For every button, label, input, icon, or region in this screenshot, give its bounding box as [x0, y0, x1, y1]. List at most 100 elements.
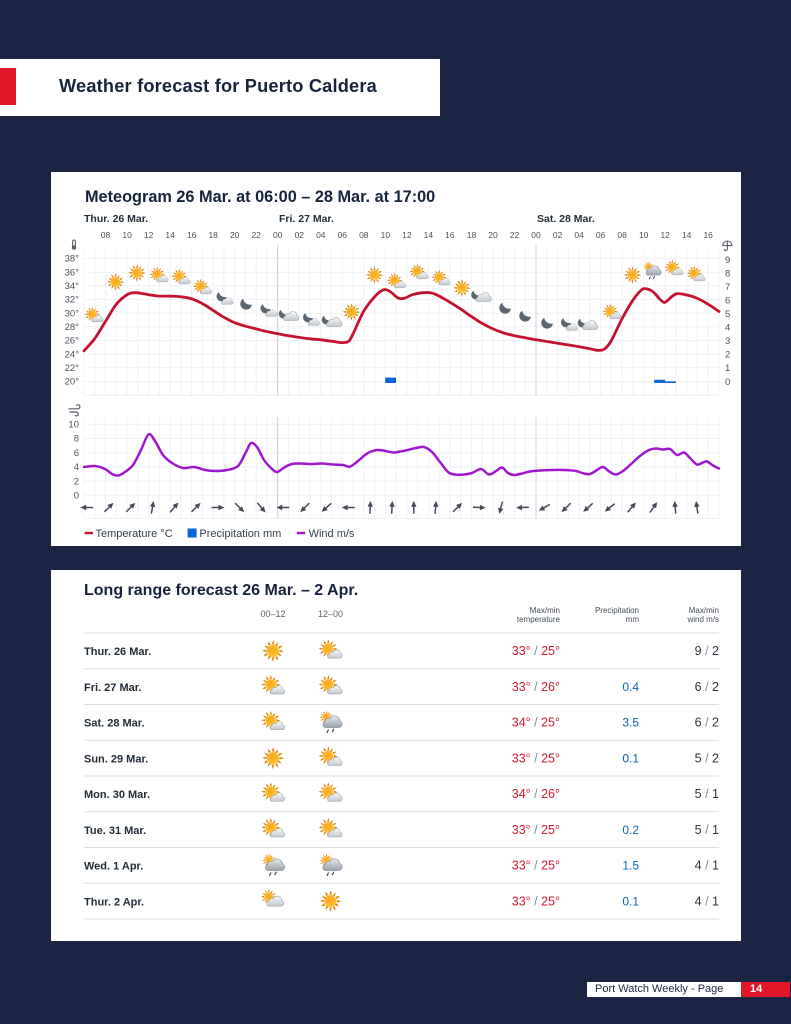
svg-text:6: 6 — [74, 448, 79, 459]
svg-text:Meteogram 26 Mar. at 06:00 – 2: Meteogram 26 Mar. at 06:00 – 28 Mar. at … — [85, 188, 435, 206]
svg-text:20°: 20° — [65, 377, 80, 388]
svg-text:20: 20 — [488, 230, 498, 240]
svg-text:33° / 25°: 33° / 25° — [512, 894, 560, 908]
svg-text:9 / 2: 9 / 2 — [695, 644, 719, 658]
svg-text:16: 16 — [703, 230, 713, 240]
svg-text:5: 5 — [725, 309, 730, 320]
svg-text:Thur. 2 Apr.: Thur. 2 Apr. — [84, 896, 144, 908]
svg-text:8: 8 — [74, 434, 79, 445]
svg-text:2: 2 — [74, 476, 79, 487]
svg-text:Sat. 28 Mar.: Sat. 28 Mar. — [84, 718, 145, 730]
svg-text:10: 10 — [639, 230, 649, 240]
svg-text:06: 06 — [596, 230, 606, 240]
svg-text:5 / 2: 5 / 2 — [695, 751, 719, 765]
svg-text:2: 2 — [725, 350, 730, 361]
svg-text:0.4: 0.4 — [622, 680, 639, 694]
svg-text:33° / 25°: 33° / 25° — [512, 644, 560, 658]
svg-text:0: 0 — [725, 377, 730, 388]
svg-text:Sat. 28 Mar.: Sat. 28 Mar. — [537, 213, 595, 225]
svg-text:1.5: 1.5 — [622, 859, 639, 873]
svg-text:0.1: 0.1 — [622, 894, 639, 908]
svg-text:08: 08 — [101, 230, 111, 240]
svg-text:22: 22 — [510, 230, 520, 240]
svg-text:12: 12 — [660, 230, 670, 240]
svg-text:18: 18 — [208, 230, 218, 240]
svg-text:6: 6 — [725, 295, 730, 306]
svg-text:4: 4 — [725, 323, 730, 334]
svg-text:3: 3 — [725, 336, 730, 347]
svg-text:4: 4 — [74, 462, 79, 473]
svg-text:08: 08 — [617, 230, 627, 240]
svg-text:1: 1 — [725, 363, 730, 374]
svg-text:4 / 1: 4 / 1 — [695, 894, 719, 908]
svg-text:22: 22 — [251, 230, 261, 240]
svg-text:Mon. 30 Mar.: Mon. 30 Mar. — [84, 789, 150, 801]
svg-text:12–00: 12–00 — [318, 609, 343, 619]
svg-text:5 / 1: 5 / 1 — [695, 787, 719, 801]
svg-text:00: 00 — [531, 230, 541, 240]
svg-text:20: 20 — [230, 230, 240, 240]
svg-text:Thur. 26 Mar.: Thur. 26 Mar. — [84, 213, 148, 225]
svg-text:0: 0 — [74, 491, 79, 502]
svg-text:33° / 25°: 33° / 25° — [512, 859, 560, 873]
svg-text:Long range forecast 26 Mar. –: Long range forecast 26 Mar. – 2 Apr. — [84, 582, 358, 599]
svg-text:16: 16 — [187, 230, 197, 240]
svg-text:6 / 2: 6 / 2 — [695, 716, 719, 730]
svg-text:32°: 32° — [65, 295, 80, 306]
svg-text:0.1: 0.1 — [622, 751, 639, 765]
svg-text:10: 10 — [381, 230, 391, 240]
svg-text:mm: mm — [626, 615, 640, 624]
svg-text:14: 14 — [424, 230, 434, 240]
svg-text:4 / 1: 4 / 1 — [695, 859, 719, 873]
svg-text:Wind m/s: Wind m/s — [309, 528, 355, 540]
svg-text:3.5: 3.5 — [622, 716, 639, 730]
svg-text:24°: 24° — [65, 349, 80, 360]
svg-text:14: 14 — [682, 230, 692, 240]
svg-text:04: 04 — [316, 230, 326, 240]
svg-text:Precipitation mm: Precipitation mm — [199, 528, 281, 540]
svg-text:Tue. 31 Mar.: Tue. 31 Mar. — [84, 825, 146, 837]
svg-text:36°: 36° — [65, 267, 80, 278]
svg-text:08: 08 — [359, 230, 369, 240]
svg-text:12: 12 — [402, 230, 412, 240]
svg-text:12: 12 — [144, 230, 154, 240]
svg-text:14: 14 — [165, 230, 175, 240]
svg-text:30°: 30° — [65, 308, 80, 319]
svg-text:22°: 22° — [65, 363, 80, 374]
svg-text:0.2: 0.2 — [622, 823, 639, 837]
svg-text:16: 16 — [445, 230, 455, 240]
svg-text:Fri. 27 Mar.: Fri. 27 Mar. — [279, 213, 334, 225]
svg-text:33° / 25°: 33° / 25° — [512, 823, 560, 837]
svg-text:18: 18 — [467, 230, 477, 240]
svg-text:02: 02 — [295, 230, 305, 240]
svg-text:10: 10 — [122, 230, 132, 240]
svg-text:5 / 1: 5 / 1 — [695, 823, 719, 837]
svg-text:Max/min: Max/min — [689, 606, 719, 615]
svg-text:Sun. 29 Mar.: Sun. 29 Mar. — [84, 753, 148, 765]
svg-text:Wed. 1 Apr.: Wed. 1 Apr. — [84, 861, 143, 873]
svg-text:34° / 25°: 34° / 25° — [512, 716, 560, 730]
svg-text:02: 02 — [553, 230, 563, 240]
svg-text:9: 9 — [725, 255, 730, 266]
svg-text:10: 10 — [68, 420, 79, 431]
svg-text:Fri. 27 Mar.: Fri. 27 Mar. — [84, 682, 141, 694]
svg-text:Max/min: Max/min — [530, 606, 560, 615]
svg-text:8: 8 — [725, 268, 730, 279]
svg-text:00: 00 — [273, 230, 283, 240]
svg-text:6 / 2: 6 / 2 — [695, 680, 719, 694]
svg-text:04: 04 — [574, 230, 584, 240]
svg-text:34° / 26°: 34° / 26° — [512, 787, 560, 801]
svg-text:Precipitation: Precipitation — [595, 606, 639, 615]
svg-text:wind m/s: wind m/s — [686, 615, 719, 624]
svg-text:33° / 26°: 33° / 26° — [512, 680, 560, 694]
svg-text:Thur. 26 Mar.: Thur. 26 Mar. — [84, 646, 151, 658]
svg-text:34°: 34° — [65, 281, 80, 292]
svg-text:26°: 26° — [65, 336, 80, 347]
svg-text:00–12: 00–12 — [260, 609, 285, 619]
svg-text:Temperature °C: Temperature °C — [96, 528, 173, 540]
svg-text:28°: 28° — [65, 322, 80, 333]
svg-text:7: 7 — [725, 282, 730, 293]
svg-text:06: 06 — [338, 230, 348, 240]
svg-text:temperature: temperature — [517, 615, 561, 624]
svg-text:33° / 25°: 33° / 25° — [512, 751, 560, 765]
